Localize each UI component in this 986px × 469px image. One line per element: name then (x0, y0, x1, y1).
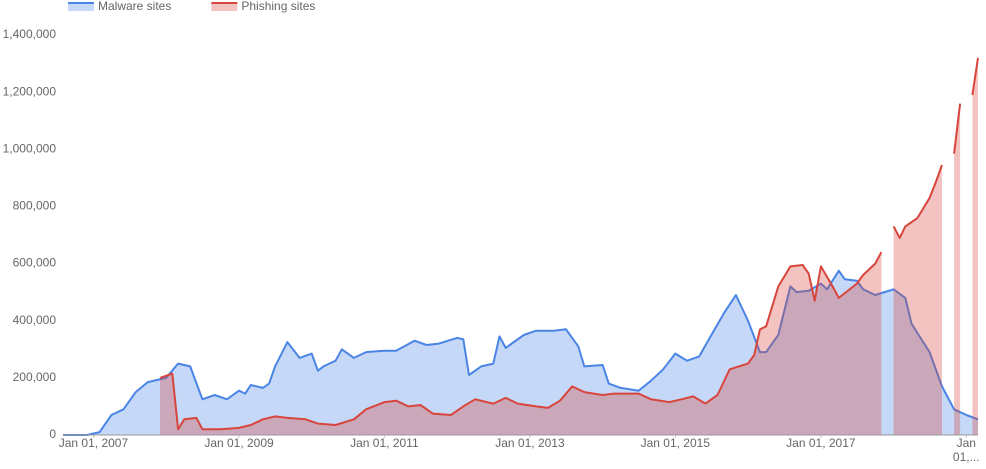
y-tick-label: 200,000 (13, 370, 57, 384)
legend-swatch (68, 3, 94, 11)
x-tick-label: Jan 01,... (953, 436, 980, 464)
line (63, 269, 979, 436)
legend-item: Malware sites (68, 0, 171, 13)
y-tick-label: 400,000 (13, 313, 57, 327)
y-tick-label: 1,400,000 (3, 27, 57, 41)
legend-item: Phishing sites (211, 0, 315, 13)
legend-label: Phishing sites (241, 0, 315, 13)
x-tick-label: Jan 01, 2013 (495, 436, 565, 450)
y-tick-label: 0 (49, 427, 56, 441)
y-tick-label: 1,000,000 (3, 141, 57, 155)
legend-swatch (211, 3, 238, 11)
line (159, 57, 979, 431)
x-tick-label: Jan 01, 2017 (786, 436, 856, 450)
x-tick-label: Jan 01, 2015 (641, 436, 711, 450)
y-tick-label: 1,200,000 (3, 84, 57, 98)
area (63, 270, 978, 435)
x-tick-label: Jan 01, 2011 (350, 436, 419, 450)
area (160, 57, 978, 436)
y-tick-label: 800,000 (13, 199, 57, 213)
legend-label: Malware sites (98, 0, 171, 13)
x-tick-label: Jan 01, 2007 (59, 436, 129, 450)
y-tick-label: 600,000 (13, 256, 57, 270)
x-tick-label: Jan 01, 2009 (204, 436, 274, 450)
